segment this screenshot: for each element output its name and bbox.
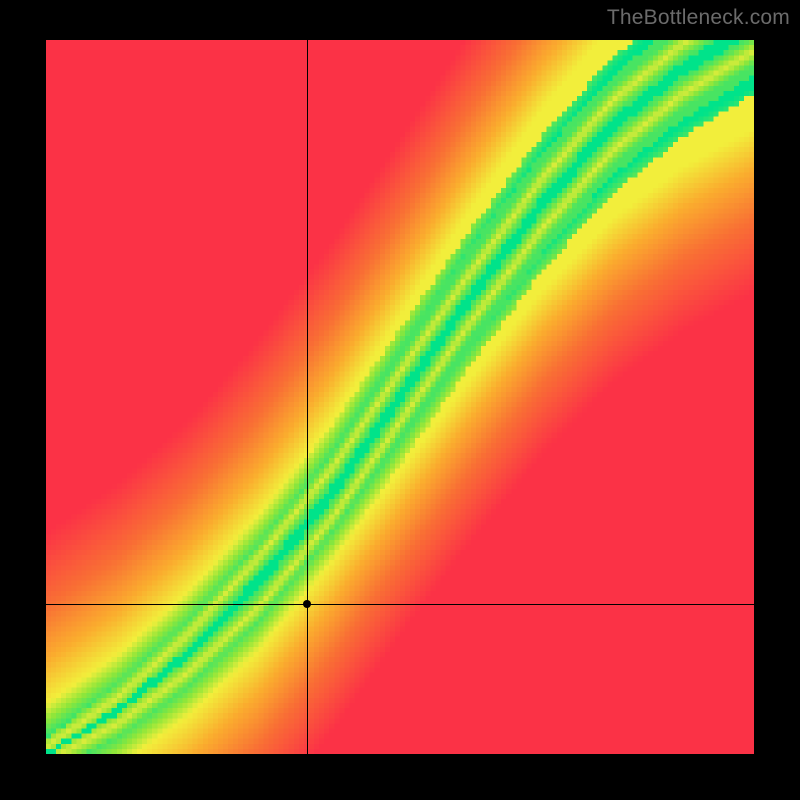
crosshair-marker [303, 600, 311, 608]
plot-area [46, 40, 754, 754]
watermark-text: TheBottleneck.com [607, 6, 790, 30]
chart-container: TheBottleneck.com [0, 0, 800, 800]
crosshair-horizontal [46, 604, 754, 605]
heatmap-canvas [46, 40, 754, 754]
crosshair-vertical [307, 40, 308, 754]
